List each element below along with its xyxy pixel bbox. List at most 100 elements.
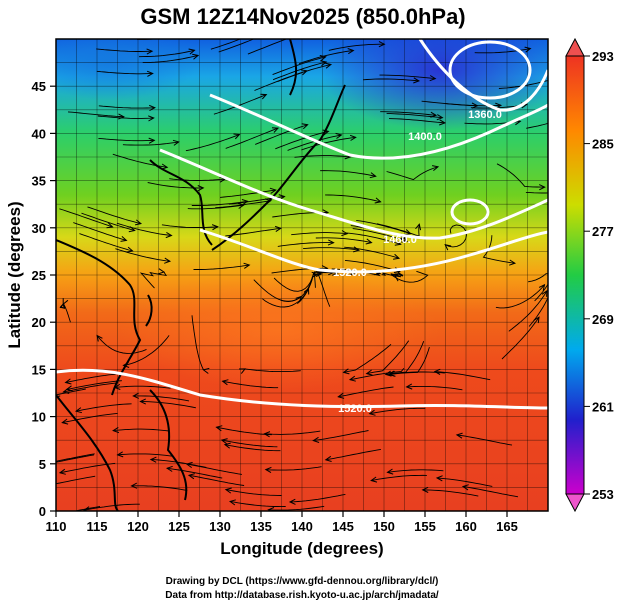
coast-japan <box>211 84 346 251</box>
streamline <box>122 141 179 146</box>
streamline <box>193 264 250 270</box>
streamline-arrowhead <box>327 239 335 246</box>
coast-china <box>56 239 142 396</box>
x-tick-label: 165 <box>496 519 518 534</box>
x-tick-label: 120 <box>127 519 149 534</box>
contour-1400 <box>209 93 548 160</box>
coast-indochina <box>56 394 119 511</box>
streamline <box>98 137 155 142</box>
streamline-arrowhead <box>83 506 90 511</box>
streamline <box>294 155 351 158</box>
streamline-arrowhead <box>215 425 223 432</box>
streamline <box>379 74 436 80</box>
y-tick-label: 20 <box>32 315 46 330</box>
streamline-arrowhead <box>64 378 72 385</box>
streamline <box>345 232 401 245</box>
streamline <box>131 485 188 491</box>
streamline <box>142 54 199 64</box>
streamline <box>73 506 101 511</box>
streamline <box>525 191 548 194</box>
colorbar-tick-label: 269 <box>592 312 614 327</box>
streamline-arrowhead <box>40 483 46 488</box>
y-tick-label: 45 <box>32 79 46 94</box>
streamline <box>56 453 95 462</box>
colorbar-tick-label: 285 <box>592 137 614 152</box>
streamline <box>496 163 545 188</box>
colorbar: 253 261 269 277 285 293 <box>565 37 614 513</box>
x-tick-label: 130 <box>209 519 231 534</box>
streamline <box>320 170 376 177</box>
streamline <box>352 228 408 242</box>
streamline <box>220 189 276 198</box>
streamline-arrowhead <box>394 239 402 246</box>
streamline <box>56 388 86 396</box>
streamline <box>218 39 255 53</box>
streamline <box>62 412 118 424</box>
streamline-arrowhead <box>312 436 320 443</box>
streamline <box>268 505 325 511</box>
streamline-arrowhead <box>301 123 309 130</box>
colorbar-tick-label: 261 <box>592 399 614 414</box>
streamline <box>56 395 61 398</box>
streamline <box>84 503 140 511</box>
streamline <box>462 486 519 498</box>
streamline-arrowhead <box>224 487 232 494</box>
streamline <box>264 430 321 435</box>
streamline <box>225 489 282 496</box>
streamline-arrowhead <box>149 456 157 463</box>
streamline-arrowhead <box>288 498 296 505</box>
streamline-arrowhead <box>444 243 452 251</box>
x-tick-label: 160 <box>455 519 477 534</box>
streamline-arrowhead <box>300 69 308 76</box>
streamline-arrowhead <box>197 185 205 192</box>
streamline-arrowhead <box>429 75 437 82</box>
streamline-arrowhead <box>533 316 540 324</box>
streamline-arrowhead <box>5 401 10 406</box>
streamline-arrowhead <box>106 222 114 229</box>
y-axis: 0 5 10 15 20 25 30 35 40 45 <box>32 79 56 519</box>
streamline <box>221 439 278 448</box>
streamline <box>114 385 171 389</box>
x-tick-label: 135 <box>250 519 272 534</box>
streamline-arrowhead <box>303 287 310 295</box>
streamline-arrowhead <box>541 289 548 297</box>
colorbar-bar <box>565 55 585 495</box>
streamline <box>386 166 439 181</box>
colorbar-tick-label: 277 <box>592 224 614 239</box>
streamline-arrowhead <box>348 375 356 382</box>
streamline <box>422 489 479 497</box>
streamline-arrowhead <box>335 132 343 139</box>
coastlines <box>56 39 346 511</box>
streamline-arrowhead <box>264 466 272 474</box>
colorbar-tick-label: 293 <box>592 49 614 64</box>
x-tick-label: 140 <box>291 519 313 534</box>
streamline-arrowhead <box>165 465 173 472</box>
streamline <box>387 469 444 473</box>
streamline <box>338 386 394 398</box>
streamline <box>117 453 174 457</box>
streamline-arrowhead <box>31 396 37 401</box>
streamline <box>508 290 548 332</box>
streamline-arrowhead <box>139 398 147 405</box>
streamline <box>328 43 385 51</box>
streamline-arrowhead <box>433 368 441 375</box>
y-tick-label: 5 <box>39 457 46 472</box>
streamline <box>325 194 381 203</box>
streamline-arrowhead <box>495 102 503 109</box>
streamline-arrowhead <box>237 202 245 209</box>
streamline-arrowhead <box>369 172 377 179</box>
streamline <box>445 224 467 248</box>
streamline <box>59 302 71 323</box>
streamline-arrowhead <box>134 219 143 226</box>
streamline-arrowhead <box>436 114 444 121</box>
streamline-arrowhead <box>405 383 413 390</box>
streamline <box>344 246 400 259</box>
streamline-arrowhead <box>430 111 438 118</box>
streamline-arrowhead <box>547 77 548 79</box>
streamline-arrowhead <box>112 426 120 434</box>
x-tick-label: 150 <box>373 519 395 534</box>
streamline-arrowhead <box>116 451 124 458</box>
chart-title: GSM 12Z14Nov2025 (850.0hPa) <box>140 4 465 29</box>
streamline-arrowhead <box>415 223 422 231</box>
streamline <box>369 407 426 415</box>
